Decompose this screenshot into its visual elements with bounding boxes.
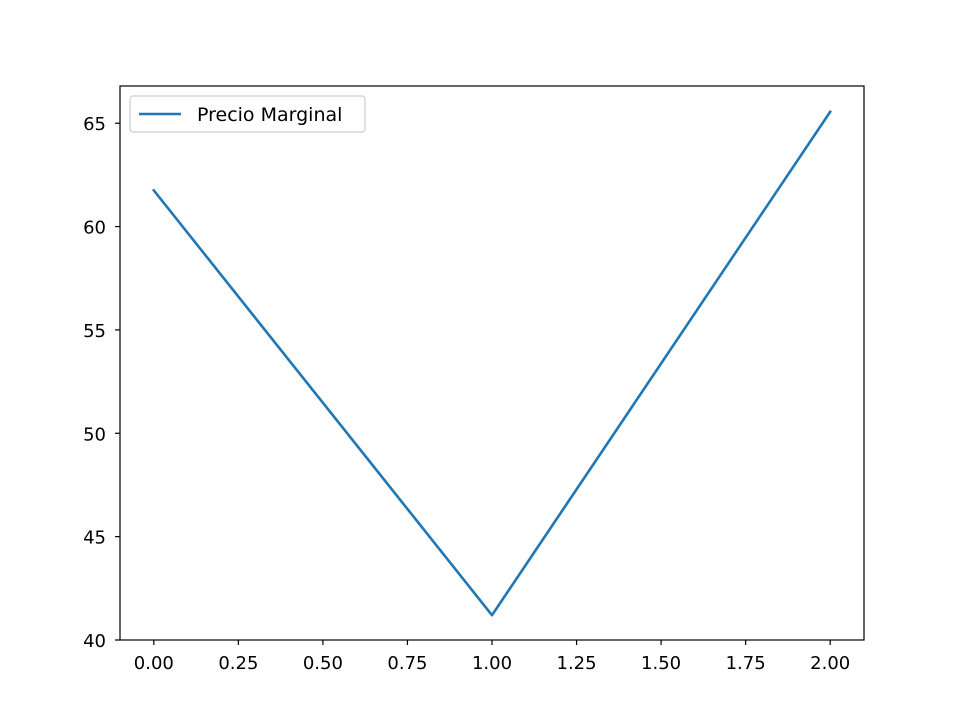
y-axis: 40 45 50 55 60 65: [83, 114, 120, 652]
y-tick-label: 40: [83, 631, 106, 652]
legend: Precio Marginal: [129, 95, 366, 133]
x-tick-label: 0.50: [303, 653, 343, 674]
y-tick-label: 50: [83, 424, 106, 445]
x-tick-label: 0.25: [218, 653, 258, 674]
x-tick-label: 2.00: [810, 653, 850, 674]
x-tick-label: 1.25: [557, 653, 597, 674]
x-tick-label: 0.75: [387, 653, 427, 674]
series-layer: [151, 110, 832, 617]
x-tick-label: 1.75: [726, 653, 766, 674]
y-tick-label: 55: [83, 321, 106, 342]
y-tick-label: 45: [83, 528, 106, 549]
legend-box: [129, 95, 366, 133]
x-tick-label: 0.00: [134, 653, 174, 674]
x-tick-label: 1.50: [641, 653, 681, 674]
y-tick-label: 60: [83, 218, 106, 239]
legend-label: Precio Marginal: [197, 104, 342, 126]
y-tick-label: 65: [83, 114, 106, 135]
x-axis: 0.00 0.25 0.50 0.75 1.00 1.25 1.50 1.75 2.00: [134, 640, 850, 674]
x-tick-label: 1.00: [472, 653, 512, 674]
plot-area: [120, 86, 864, 640]
